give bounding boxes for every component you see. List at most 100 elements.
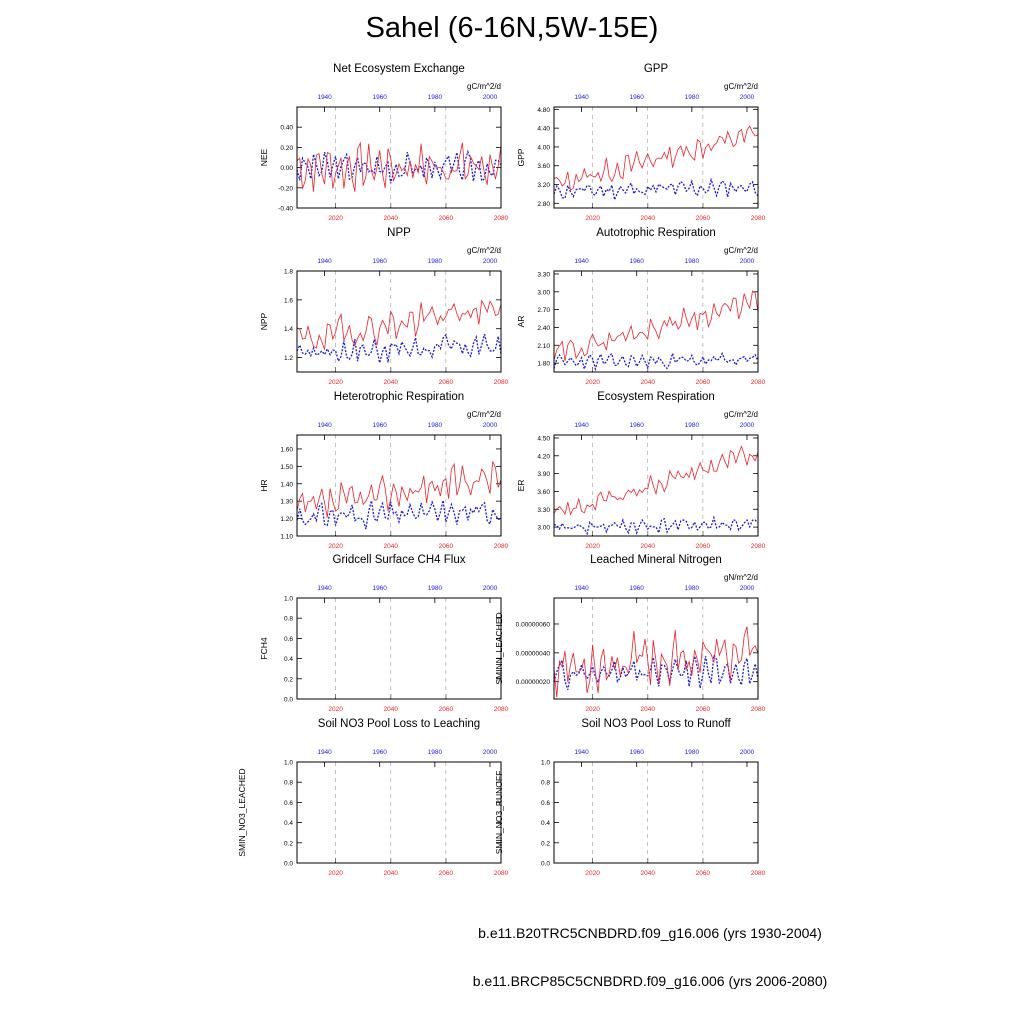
y-tick-label: 0.2 bbox=[284, 676, 293, 683]
chart-panel-6: Ecosystem Respiration gC/m^2/d 3.00 3.30 3.6… bbox=[516, 391, 766, 550]
x-tick-label: 2040 bbox=[383, 706, 398, 713]
y-tick-label: 3.30 bbox=[537, 507, 550, 514]
y-tick-label: 3.00 bbox=[537, 525, 550, 532]
y-tick-label: 0.20 bbox=[280, 145, 293, 152]
top-x-tick-label: 1980 bbox=[685, 749, 700, 756]
y-tick-label: 0.00000020 bbox=[516, 679, 551, 686]
series-future bbox=[296, 299, 502, 350]
top-x-tick-label: 1980 bbox=[428, 749, 443, 756]
top-x-tick-label: 2000 bbox=[740, 94, 755, 101]
y-tick-label: 4.00 bbox=[537, 144, 550, 151]
y-tick-label: 0.6 bbox=[284, 800, 293, 807]
y-axis-label: AR bbox=[516, 316, 526, 328]
panel-title: Net Ecosystem Exchange bbox=[333, 63, 465, 75]
x-tick-label: 2020 bbox=[585, 215, 600, 222]
y-tick-label: 0.8 bbox=[541, 780, 550, 787]
x-tick-label: 2060 bbox=[439, 706, 454, 713]
x-tick-label: 2020 bbox=[585, 379, 600, 386]
x-tick-label: 2080 bbox=[494, 870, 509, 877]
panel-title: Gridcell Surface CH4 Flux bbox=[333, 554, 466, 566]
top-x-tick-label: 1980 bbox=[685, 94, 700, 101]
y-tick-label: 2.10 bbox=[537, 343, 550, 350]
panel-title: Heterotrophic Respiration bbox=[334, 391, 464, 403]
series-future bbox=[296, 461, 502, 518]
panel-units: gN/m^2/d bbox=[724, 573, 758, 582]
panel-title: Leached Mineral Nitrogen bbox=[590, 554, 722, 566]
top-x-tick-label: 1940 bbox=[317, 749, 332, 756]
x-tick-label: 2020 bbox=[328, 870, 343, 877]
y-tick-label: 0.6 bbox=[541, 800, 550, 807]
top-x-tick-label: 2000 bbox=[483, 585, 498, 592]
series-historical bbox=[553, 177, 759, 202]
panel-title: GPP bbox=[644, 63, 669, 75]
top-x-tick-label: 2000 bbox=[483, 258, 498, 265]
y-tick-label: 4.50 bbox=[537, 435, 550, 442]
panel-units: gC/m^2/d bbox=[467, 82, 501, 91]
top-x-tick-label: 2000 bbox=[483, 749, 498, 756]
plot-frame bbox=[296, 106, 502, 209]
x-tick-label: 2080 bbox=[751, 870, 766, 877]
y-tick-label: 0.4 bbox=[284, 820, 293, 827]
y-tick-label: 0.8 bbox=[284, 780, 293, 787]
plot-frame bbox=[553, 761, 759, 864]
x-tick-label: 2060 bbox=[439, 543, 454, 550]
y-tick-label: 2.70 bbox=[537, 307, 550, 314]
x-tick-label: 2040 bbox=[640, 543, 655, 550]
top-x-tick-label: 2000 bbox=[483, 94, 498, 101]
series-future bbox=[553, 445, 759, 516]
top-x-tick-label: 1940 bbox=[317, 94, 332, 101]
x-tick-label: 2040 bbox=[383, 379, 398, 386]
plot-frame bbox=[296, 597, 502, 700]
y-tick-label: 4.20 bbox=[537, 453, 550, 460]
panel-title: Soil NO3 Pool Loss to Leaching bbox=[318, 718, 480, 730]
y-tick-label: 1.80 bbox=[537, 361, 550, 368]
top-x-tick-label: 1980 bbox=[685, 258, 700, 265]
top-x-tick-label: 1940 bbox=[574, 585, 589, 592]
x-tick-label: 2040 bbox=[383, 215, 398, 222]
x-tick-label: 2040 bbox=[383, 543, 398, 550]
series-historical bbox=[553, 653, 759, 691]
x-tick-label: 2020 bbox=[585, 543, 600, 550]
x-tick-label: 2060 bbox=[696, 379, 711, 386]
top-x-tick-label: 2000 bbox=[483, 422, 498, 429]
y-tick-label: 0.00000040 bbox=[516, 650, 551, 657]
y-tick-label: 3.90 bbox=[537, 471, 550, 478]
y-tick-label: 1.50 bbox=[280, 464, 293, 471]
y-tick-label: 3.30 bbox=[537, 271, 550, 278]
x-tick-label: 2040 bbox=[640, 870, 655, 877]
top-x-tick-label: 1980 bbox=[685, 422, 700, 429]
top-x-tick-label: 2000 bbox=[740, 749, 755, 756]
y-tick-label: 1.20 bbox=[280, 516, 293, 523]
y-axis-label: NEE bbox=[259, 148, 269, 166]
top-x-tick-label: 1960 bbox=[372, 585, 387, 592]
top-x-tick-label: 1960 bbox=[372, 94, 387, 101]
legend: b.e11.B20TRC5CNBDRD.f09_g16.006 (yrs 193… bbox=[440, 925, 860, 1021]
plot-frame bbox=[553, 434, 759, 537]
x-tick-label: 2080 bbox=[494, 543, 509, 550]
top-x-tick-label: 2000 bbox=[740, 585, 755, 592]
series-historical bbox=[553, 515, 759, 536]
x-tick-label: 2080 bbox=[494, 706, 509, 713]
plot-frame bbox=[553, 597, 759, 700]
y-tick-label: 1.10 bbox=[280, 534, 293, 541]
top-x-tick-label: 1960 bbox=[372, 258, 387, 265]
x-tick-label: 2080 bbox=[751, 543, 766, 550]
chart-panel-10: Soil NO3 Pool Loss to Runoff 0.0 0.2 0.4 0.6… bbox=[494, 718, 766, 877]
panel-title: NPP bbox=[387, 227, 411, 239]
series-historical bbox=[296, 149, 502, 184]
series-historical bbox=[296, 333, 502, 363]
chart-panel-2: GPP gC/m^2/d 2.80 3.20 3.60 4.00 4.40 4.80 GPP 20… bbox=[516, 63, 766, 222]
panel-title: Ecosystem Respiration bbox=[597, 391, 715, 403]
y-tick-label: 1.0 bbox=[284, 596, 293, 603]
top-x-tick-label: 1980 bbox=[428, 585, 443, 592]
y-axis-label: FCH4 bbox=[259, 637, 269, 659]
top-x-tick-label: 1980 bbox=[428, 258, 443, 265]
top-x-tick-label: 2000 bbox=[740, 258, 755, 265]
y-tick-label: 1.60 bbox=[280, 446, 293, 453]
panel-units: gC/m^2/d bbox=[467, 410, 501, 419]
page-title: Sahel (6-16N,5W-15E) bbox=[365, 12, 659, 44]
top-x-tick-label: 1940 bbox=[574, 422, 589, 429]
y-tick-label: 1.8 bbox=[284, 269, 293, 276]
x-tick-label: 2040 bbox=[640, 215, 655, 222]
